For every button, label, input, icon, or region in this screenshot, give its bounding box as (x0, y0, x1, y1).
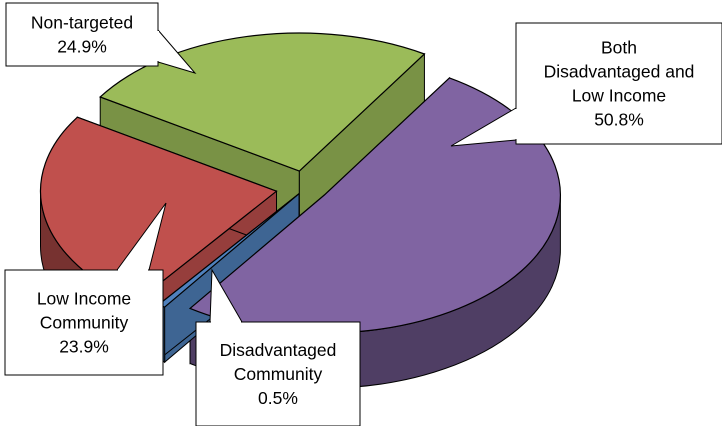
callout-text: Disadvantaged (220, 340, 337, 360)
callout-text: 23.9% (59, 337, 109, 357)
callout-box (515, 22, 722, 145)
callout-text: Low Income (572, 86, 666, 106)
data-label-callout: Disadvantaged Community 0.5% (195, 268, 361, 426)
callout-box (195, 321, 361, 426)
callout-box (4, 269, 164, 376)
callout-text: Low Income (37, 289, 131, 309)
callout-text: 0.5% (258, 388, 298, 408)
data-label-callout: Non-targeted 24.9% (5, 2, 197, 74)
callout-text: Community (40, 313, 129, 333)
callout-text: 24.9% (57, 37, 107, 57)
callout-text: Both (601, 38, 637, 58)
callout-text: Non-targeted (31, 13, 133, 33)
data-label-callout: Both Disadvantaged and Low Income 50.8% (450, 22, 722, 147)
callout-text: Disadvantaged and (544, 62, 695, 82)
callout-layer: Both Disadvantaged and Low Income 50.8% Disa… (4, 2, 722, 426)
callout-text: 50.8% (594, 110, 644, 130)
callout-text: Community (234, 364, 323, 384)
data-label-callout: Low Income Community 23.9% (4, 202, 167, 376)
